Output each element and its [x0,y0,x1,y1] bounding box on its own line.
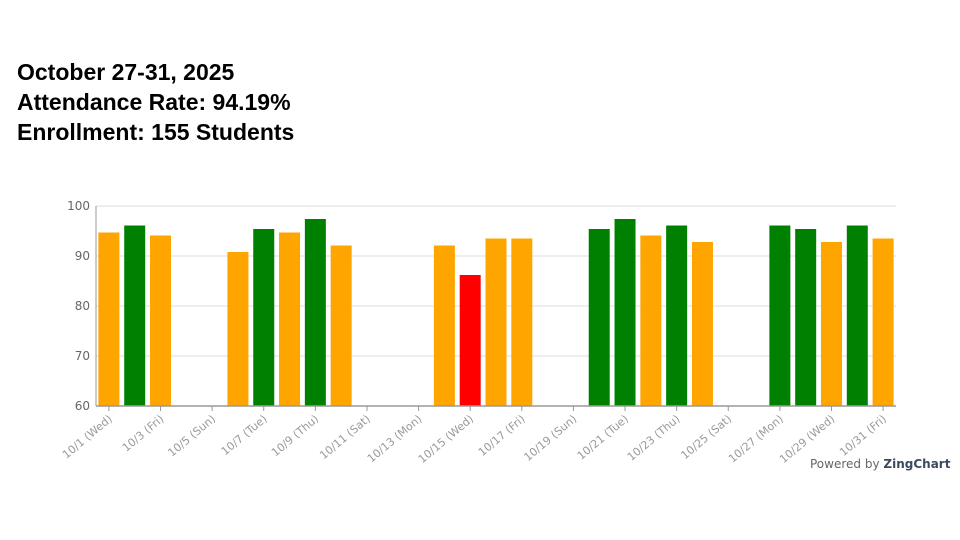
x-tick-label: 10/19 (Sun) [521,412,579,464]
x-tick-label: 10/31 (Fri) [837,412,889,459]
bars [98,219,894,407]
bar[interactable] [433,245,455,407]
bar[interactable] [820,242,842,406]
credit-brand: ZingChart [883,457,951,471]
x-tick-label: 10/9 (Thu) [269,412,321,459]
y-tick-label: 70 [75,349,90,363]
bar[interactable] [769,225,791,407]
date-range-title: October 27-31, 2025 [17,59,235,85]
x-tick-label: 10/1 (Wed) [60,412,115,461]
bar[interactable] [150,235,172,407]
x-tick-label: 10/15 (Wed) [416,412,476,466]
bar[interactable] [485,238,507,407]
y-tick-label: 90 [75,249,90,263]
x-tick-label: 10/23 (Thu) [625,412,683,463]
axes [95,206,896,407]
chart-header: October 27-31, 2025 Attendance Rate: 94.… [17,57,294,147]
x-tick-label: 10/7 (Tue) [219,412,270,458]
bar[interactable] [640,235,662,407]
enrollment-count: Enrollment: 155 Students [17,119,295,145]
bar[interactable] [666,225,688,407]
powered-by-credit[interactable]: Powered by ZingChart [810,457,950,471]
bar[interactable] [846,225,868,407]
y-tick-label: 60 [75,399,90,413]
bar[interactable] [588,229,610,406]
x-tick-label: 10/13 (Mon) [365,412,425,465]
y-tick-labels: 60 70 80 90 100 [67,199,90,413]
bar[interactable] [614,219,636,406]
bar[interactable] [795,229,817,406]
y-tick-label: 80 [75,299,90,313]
attendance-rate: Attendance Rate: 94.19% [17,89,291,115]
bar[interactable] [511,238,533,407]
bar[interactable] [872,238,894,407]
x-tick-label: 10/5 (Sun) [165,412,218,459]
x-tick-label: 10/3 (Fri) [120,412,167,454]
x-tick-label: 10/21 (Tue) [575,412,631,462]
x-tick-label: 10/27 (Mon) [726,412,786,465]
bar[interactable] [227,252,249,406]
bar[interactable] [304,219,326,406]
bar[interactable] [98,232,120,407]
bar[interactable] [330,245,352,407]
bar[interactable] [691,242,713,406]
x-tick-labels: 10/1 (Wed) 10/3 (Fri) 10/5 (Sun) 10/7 (Tue)… [60,406,889,466]
bar[interactable] [459,275,481,406]
credit-prefix: Powered by [810,457,880,471]
x-tick-label: 10/17 (Fri) [476,412,528,459]
bar[interactable] [124,225,146,407]
y-tick-label: 100 [67,199,90,213]
bar[interactable] [253,229,275,406]
bar[interactable] [279,232,301,407]
